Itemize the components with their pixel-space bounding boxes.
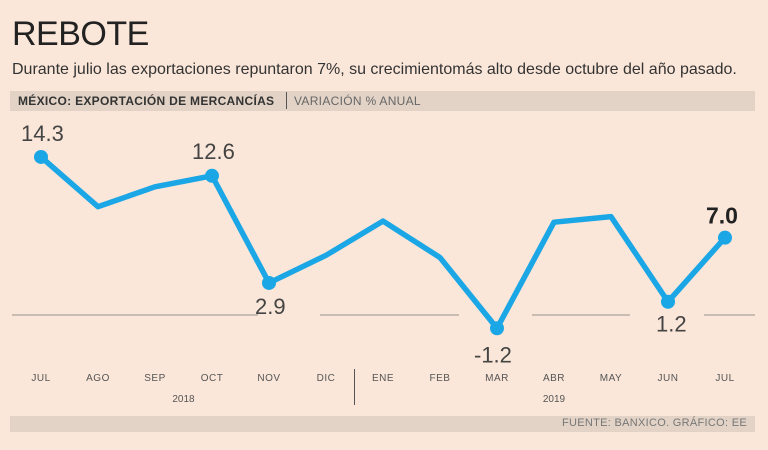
data-label: 14.3 (21, 121, 64, 146)
data-point-marker (718, 230, 732, 245)
chart-title: REBOTE (12, 15, 149, 53)
data-point-marker (490, 321, 504, 336)
x-tick-label: JUN (658, 373, 679, 384)
x-tick-label: JUL (31, 373, 50, 384)
footer-strip: FUENTE: BANXICO. GRÁFICO: EE (10, 416, 755, 432)
x-tick-label: ENE (372, 373, 394, 384)
data-point-marker (205, 168, 219, 183)
x-tick-label: NOV (257, 373, 280, 384)
data-point-marker (262, 275, 276, 290)
chart-unit-label: VARIACIÓN % ANUAL (294, 94, 421, 108)
data-label: 1.2 (656, 312, 687, 337)
year-label: 2019 (543, 394, 566, 405)
x-tick-label: AGO (86, 373, 110, 384)
source-credit: FUENTE: BANXICO. GRÁFICO: EE (561, 417, 747, 429)
x-tick-label: FEB (430, 373, 451, 384)
data-point-marker (34, 149, 48, 164)
data-point-marker (661, 294, 675, 309)
x-tick-label: OCT (201, 373, 224, 384)
x-tick-label: ABR (543, 373, 565, 384)
year-label: 2018 (172, 394, 195, 405)
chart-header-strip: MÉXICO: EXPORTACIÓN DE MERCANCÍAS VARIAC… (10, 91, 755, 111)
series-line (38, 154, 728, 332)
x-tick-label: JUL (715, 373, 734, 384)
x-tick-label: SEP (144, 373, 166, 384)
strip-divider (286, 92, 287, 109)
x-tick-label: MAY (600, 373, 622, 384)
data-label: 12.6 (192, 139, 235, 164)
data-label: -1.2 (474, 342, 512, 367)
data-label: 2.9 (255, 294, 286, 319)
chart-series-title: MÉXICO: EXPORTACIÓN DE MERCANCÍAS (18, 94, 275, 108)
x-tick-label: MAR (485, 373, 509, 384)
x-tick-label: DIC (317, 373, 336, 384)
data-label: 7.0 (706, 203, 738, 229)
chart-subtitle: Durante julio las exportaciones repuntar… (12, 61, 737, 78)
